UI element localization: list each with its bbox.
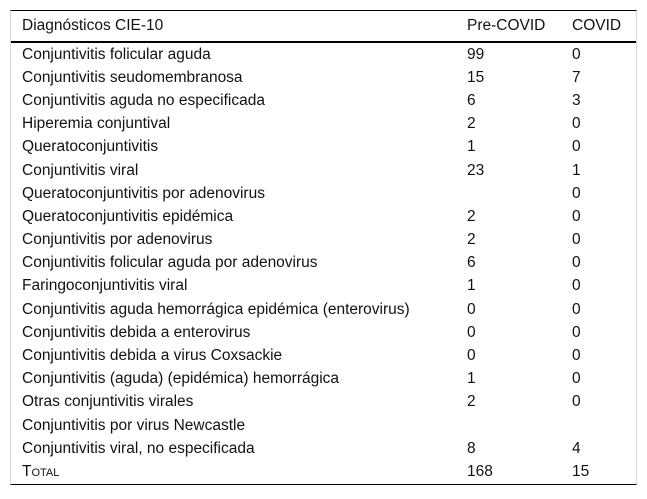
table-row: Queratoconjuntivitis epidémica 2 0 [11,205,636,228]
table-row: Faringoconjuntivitis viral 1 0 [11,275,636,298]
diagnosis-label: Total [22,462,60,480]
covid-value: 1 [572,161,581,179]
table-row: Conjuntivitis folicular aguda por adenov… [11,252,636,275]
diagnosis-label: Queratoconjuntivitis por adenovirus [22,184,265,202]
table-row: Conjuntivitis viral, no especificada 8 4 [11,437,636,460]
column-header-covid: COVID [572,11,636,43]
table-row: Otras conjuntivitis virales 2 0 [11,391,636,414]
covid-value: 0 [572,115,581,133]
pre-covid-value: 6 [467,254,476,272]
covid-value: 0 [572,347,581,365]
pre-covid-value: 2 [467,115,476,133]
covid-value: 7 [572,68,581,86]
diagnosis-label: Conjuntivitis viral [22,161,139,179]
covid-value: 0 [572,300,581,318]
table-row: Conjuntivitis debida a virus Coxsackie 0 0 [11,344,636,367]
table-row: Queratoconjuntivitis 1 0 [11,136,636,159]
table-row: Conjuntivitis aguda hemorrágica epidémic… [11,298,636,321]
diagnosis-label: Conjuntivitis folicular aguda por adenov… [22,254,318,272]
diagnosis-label: Conjuntivitis viral, no especificada [22,439,255,457]
pre-covid-value: 1 [467,277,476,295]
pre-covid-value: 2 [467,231,476,249]
table-row: Conjuntivitis folicular aguda 99 0 [11,42,636,66]
table-row: Queratoconjuntivitis por adenovirus 0 [11,182,636,205]
pre-covid-value: 2 [467,207,476,225]
table-row: Conjuntivitis debida a enterovirus 0 0 [11,321,636,344]
pre-covid-value: 6 [467,91,476,109]
covid-value: 0 [572,207,581,225]
covid-value: 15 [572,462,590,480]
diagnosis-label: Conjuntivitis aguda no especificada [22,91,265,109]
diagnosis-label: Conjuntivitis debida a virus Coxsackie [22,347,283,365]
diagnosis-label: Conjuntivitis (aguda) (epidémica) hemorr… [22,370,340,388]
total-row: Total 168 15 [11,460,636,483]
pre-covid-value: 8 [467,439,476,457]
covid-value: 0 [572,138,581,156]
diagnosis-label: Queratoconjuntivitis epidémica [22,207,234,225]
pre-covid-value: 2 [467,393,476,411]
pre-covid-value: 168 [467,462,493,480]
header-row: Diagnósticos CIE-10 Pre-COVID COVID [11,11,636,43]
diagnosis-label: Conjuntivitis por virus Newcastle [22,416,246,434]
table-row: Conjuntivitis seudomembranosa 15 7 [11,66,636,89]
pre-covid-value: 0 [467,323,476,341]
column-header-diagnosticos: Diagnósticos CIE-10 [11,11,467,43]
pre-covid-value: 1 [467,138,476,156]
covid-value: 0 [572,277,581,295]
covid-value: 3 [572,91,581,109]
covid-value [572,414,636,437]
diagnosis-label: Conjuntivitis folicular aguda [22,45,211,63]
pre-covid-value [467,414,572,437]
diagnosis-label: Queratoconjuntivitis [22,138,159,156]
table-row: Conjuntivitis por virus Newcastle [11,414,636,437]
table-row: Conjuntivitis por adenovirus 2 0 [11,229,636,252]
diagnostics-table: Diagnósticos CIE-10 Pre-COVID COVID Conj… [10,10,637,485]
diagnosis-label: Conjuntivitis aguda hemorrágica epidémic… [22,300,410,318]
column-header-pre-covid: Pre-COVID [467,11,572,43]
diagnosis-label: Hiperemia conjuntival [22,115,171,133]
covid-value: 0 [572,323,581,341]
diagnosis-label: Conjuntivitis debida a enterovirus [22,323,251,341]
pre-covid-value [467,182,572,205]
pre-covid-value: 1 [467,370,476,388]
covid-value: 0 [572,393,581,411]
pre-covid-value: 0 [467,300,476,318]
table-row: Conjuntivitis aguda no especificada 6 3 [11,89,636,112]
diagnosis-label: Conjuntivitis seudomembranosa [22,68,243,86]
covid-value: 4 [572,439,581,457]
pre-covid-value: 99 [467,45,485,63]
pre-covid-value: 0 [467,347,476,365]
covid-value: 0 [572,370,581,388]
table-row: Hiperemia conjuntival 2 0 [11,113,636,136]
covid-value: 0 [572,45,581,63]
diagnosis-label: Conjuntivitis por adenovirus [22,231,213,249]
table-row: Conjuntivitis (aguda) (epidémica) hemorr… [11,368,636,391]
covid-value: 0 [572,184,581,202]
table-row: Conjuntivitis viral 23 1 [11,159,636,182]
diagnosis-label: Otras conjuntivitis virales [22,393,194,411]
covid-value: 0 [572,254,581,272]
table-body: Conjuntivitis folicular aguda 99 0 Conjunti… [11,42,636,484]
pre-covid-value: 23 [467,161,485,179]
pre-covid-value: 15 [467,68,485,86]
cie10-diagnoses-table: Diagnósticos CIE-10 Pre-COVID COVID Conj… [11,11,636,484]
covid-value: 0 [572,231,581,249]
diagnosis-label: Faringoconjuntivitis viral [22,277,188,295]
